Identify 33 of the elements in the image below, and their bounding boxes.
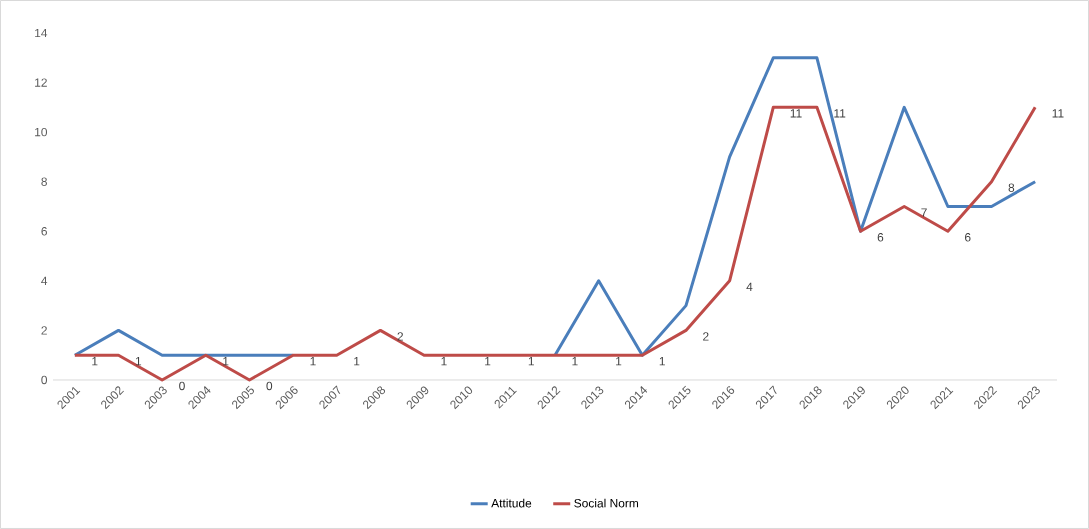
data-label: 1 xyxy=(659,357,665,366)
data-label: 11 xyxy=(834,109,846,118)
y-tick-label: 2 xyxy=(41,326,47,335)
data-label: 1 xyxy=(616,357,622,366)
data-label: 1 xyxy=(572,357,578,366)
data-label: 8 xyxy=(1008,183,1015,192)
y-tick-label: 12 xyxy=(35,78,47,87)
data-label: 1 xyxy=(92,357,98,366)
data-label: 1 xyxy=(310,357,316,366)
data-label: 0 xyxy=(179,381,185,391)
data-label: 1 xyxy=(223,357,229,366)
data-label: 6 xyxy=(965,233,971,242)
data-label: 1 xyxy=(354,357,360,366)
data-label: 7 xyxy=(921,208,927,217)
legend-label: Social Norm xyxy=(574,498,639,508)
data-label: 11 xyxy=(790,109,802,118)
data-label: 11 xyxy=(1052,109,1064,118)
data-label: 1 xyxy=(441,357,447,366)
y-tick-label: 14 xyxy=(35,28,48,38)
data-label: 0 xyxy=(266,381,273,391)
data-label: 1 xyxy=(135,357,142,366)
y-tick-label: 0 xyxy=(41,375,48,385)
data-label: 1 xyxy=(528,357,534,366)
y-tick-label: 8 xyxy=(41,177,47,186)
data-label: 6 xyxy=(877,233,884,242)
y-tick-label: 4 xyxy=(41,276,48,285)
y-tick-label: 6 xyxy=(41,227,47,236)
data-label: 2 xyxy=(703,332,709,341)
y-tick-label: 10 xyxy=(35,127,48,137)
data-label: 4 xyxy=(746,282,753,291)
data-label: 1 xyxy=(485,357,491,366)
legend-label: Attitude xyxy=(491,498,532,508)
data-label: 2 xyxy=(397,332,403,341)
